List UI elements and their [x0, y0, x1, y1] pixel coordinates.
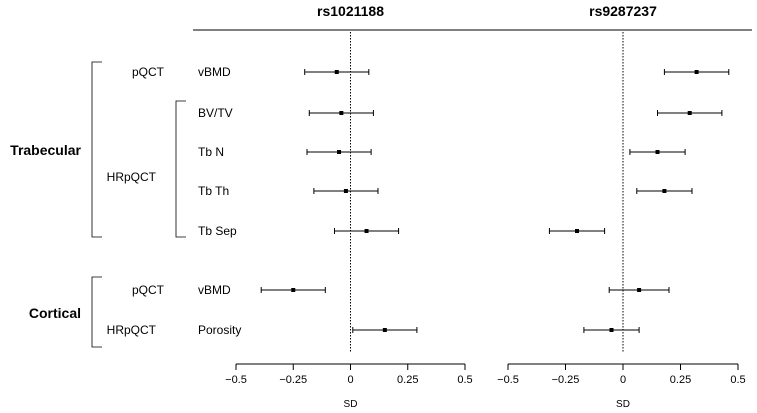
x-tick-label: 0: [620, 374, 626, 386]
estimate-point: [337, 150, 342, 154]
estimate-point: [575, 229, 579, 233]
estimate-point: [364, 229, 369, 233]
estimate-point: [334, 70, 339, 74]
x-tick-label: −0.5: [225, 374, 247, 386]
x-tick-label: −0.25: [552, 374, 580, 386]
group-bracket: [91, 276, 102, 348]
estimate-point: [687, 111, 692, 115]
row-label: Porosity: [198, 323, 241, 337]
estimate-point: [662, 189, 667, 193]
subgroup-label: HRpQCT: [107, 170, 157, 184]
x-tick-label: 0.25: [670, 374, 691, 386]
x-axis-label: SD: [616, 399, 630, 410]
estimate-point: [339, 111, 344, 115]
estimate-point: [382, 328, 387, 332]
x-tick-label: 0.25: [397, 374, 418, 386]
panel-1: rs9287237 −0.5 −0.25 0 0.25 0.5 SD: [497, 3, 746, 410]
estimate-point: [655, 150, 660, 154]
row-label: Tb N: [198, 145, 224, 159]
subgroup-label: HRpQCT: [107, 323, 157, 337]
subgroup-label: pQCT: [132, 65, 165, 79]
panel-0: rs1021188 −0.5 −0.25 0 0.25 0.5 SD: [225, 3, 473, 410]
estimate-point: [637, 288, 642, 292]
estimate-point: [609, 328, 614, 332]
row-label: BV/TV: [198, 106, 233, 120]
x-tick-label: −0.5: [497, 374, 519, 386]
panel-title: rs9287237: [589, 3, 657, 19]
subgroup-bracket: [175, 100, 186, 238]
x-tick-label: 0.5: [457, 374, 472, 386]
subgroup-label: pQCT: [132, 283, 165, 297]
x-tick-label: 0: [347, 374, 353, 386]
panel-title: rs1021188: [317, 3, 384, 19]
estimate-point: [291, 288, 296, 292]
group-label: Trabecular: [10, 142, 81, 158]
group-bracket: [91, 61, 102, 238]
x-axis-label: SD: [344, 399, 358, 410]
x-tick-label: 0.5: [730, 374, 745, 386]
row-label: Tb Th: [198, 184, 229, 198]
group-label: Cortical: [29, 305, 81, 321]
estimate-point: [694, 70, 699, 74]
row-label: vBMD: [198, 65, 231, 79]
row-label: Tb Sep: [198, 224, 237, 238]
row-label: vBMD: [198, 283, 231, 297]
x-tick-label: −0.25: [279, 374, 307, 386]
estimate-point: [343, 189, 348, 193]
